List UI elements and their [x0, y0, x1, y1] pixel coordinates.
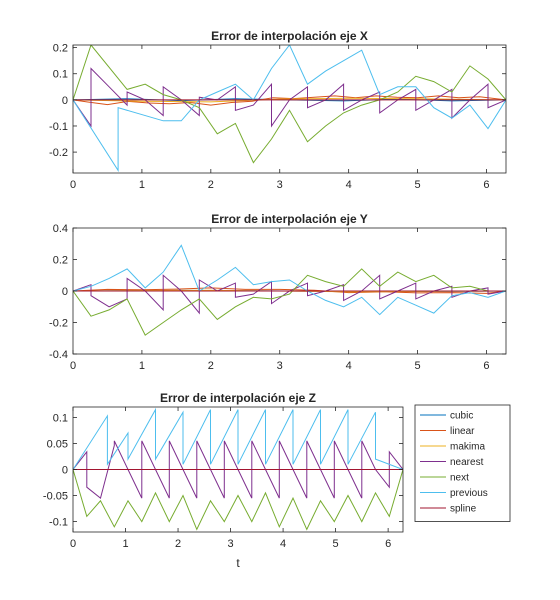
legend-label: makima	[450, 442, 485, 453]
y-tick-label: -0.4	[49, 349, 68, 361]
legend-label: previous	[450, 488, 488, 499]
series-line-6	[73, 407, 403, 470]
x-tick-label: 6	[385, 538, 391, 550]
x-tick-label: 1	[122, 538, 128, 550]
y-tick-label: 0.05	[47, 438, 68, 450]
series-line-5	[73, 45, 506, 164]
x-tick-label: 6	[483, 360, 489, 372]
y-tick-label: 0	[62, 286, 68, 298]
series-group	[73, 407, 403, 531]
y-tick-label: -0.1	[49, 121, 68, 133]
y-tick-label: 0.1	[53, 412, 68, 424]
series-group	[73, 45, 506, 173]
legend-label: nearest	[450, 457, 484, 468]
series-group	[73, 244, 506, 336]
plot-area	[73, 45, 506, 173]
x-tick-label: 1	[139, 179, 145, 191]
x-tick-label: 4	[346, 360, 352, 372]
series-line-3	[73, 97, 506, 103]
series-line-6	[73, 45, 506, 173]
x-tick-label: 4	[346, 179, 352, 191]
y-tick-label: 0	[62, 95, 68, 107]
chart-title: Error de interpolación eje Z	[160, 391, 316, 405]
x-tick-label: 2	[208, 360, 214, 372]
series-line-5	[73, 469, 403, 531]
y-tick-label: 0.2	[53, 255, 68, 267]
x-tick-label: 1	[139, 360, 145, 372]
x-tick-label: 3	[277, 179, 283, 191]
x-tick-label: 2	[208, 179, 214, 191]
series-line-6	[73, 244, 506, 316]
x-tick-label: 0	[70, 360, 76, 372]
series-line-2	[73, 95, 506, 106]
legend-label: spline	[450, 504, 477, 515]
y-tick-label: 0.2	[53, 43, 68, 55]
y-tick-label: -0.2	[49, 318, 68, 330]
chart-title: Error de interpolación eje Y	[211, 212, 368, 226]
x-axis-label: t	[236, 556, 240, 570]
x-tick-label: 5	[415, 179, 421, 191]
axes-box	[72, 44, 507, 174]
x-tick-label: 0	[70, 538, 76, 550]
legend-label: next	[450, 473, 469, 484]
y-tick-label: -0.2	[49, 147, 68, 159]
x-tick-label: 3	[228, 538, 234, 550]
series-line-2	[73, 287, 506, 294]
x-tick-label: 5	[415, 360, 421, 372]
chart-2: 0 1 2 3 4 5 6 -0.4 -0.2 0 0.2 0.4 Error de interpola…	[49, 212, 507, 372]
chart-title: Error de interpolación eje X	[211, 29, 368, 43]
x-tick-label: 0	[70, 179, 76, 191]
y-tick-label: -0.1	[49, 517, 68, 529]
x-tick-label: 2	[175, 538, 181, 550]
y-tick-label: 0.1	[53, 69, 68, 81]
legend: cubic linear makima nearest next previous spli…	[414, 404, 511, 522]
x-tick-label: 5	[333, 538, 339, 550]
y-tick-label: 0.4	[53, 223, 68, 235]
legend-label: cubic	[450, 411, 473, 422]
x-tick-label: 6	[483, 179, 489, 191]
chart-3: 0 1 2 3 4 5 6 -0.1 -0.05 0 0.05 0.1 Error de interpo…	[43, 391, 511, 570]
legend-box	[414, 404, 511, 522]
x-tick-label: 4	[280, 538, 286, 550]
y-tick-label: 0	[62, 465, 68, 477]
legend-label: linear	[450, 426, 475, 437]
x-tick-label: 3	[277, 360, 283, 372]
series-line-5	[73, 268, 506, 336]
y-tick-label: -0.05	[43, 491, 68, 503]
chart-1: 0 1 2 3 4 5 6 -0.2 -0.1 0 0.1 0.2 Error de interpola…	[49, 29, 507, 191]
